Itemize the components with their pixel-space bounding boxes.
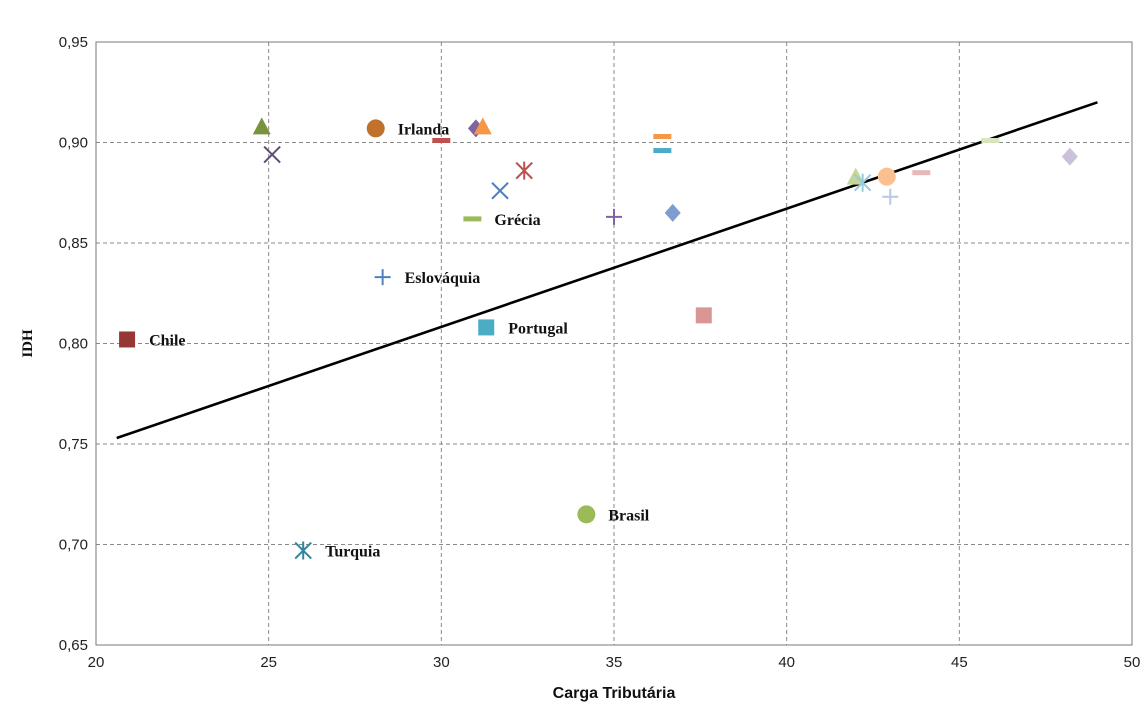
point-marker-dash (653, 133, 672, 139)
trend-line (116, 101, 1098, 440)
point-label: Portugal (508, 320, 568, 337)
data-point (853, 173, 872, 192)
point-marker-plus (374, 269, 391, 286)
y-tick-label: 0,90 (59, 135, 88, 152)
point-marker-circle (366, 119, 385, 138)
point-marker-circle (877, 167, 896, 186)
data-point (463, 216, 482, 222)
data-point (653, 148, 672, 154)
point-label: Brasil (608, 507, 649, 524)
point-label: Irlanda (398, 121, 450, 138)
y-axis-title: IDH (20, 329, 36, 358)
data-point (374, 269, 391, 286)
data-point (882, 188, 899, 205)
data-point (695, 307, 712, 324)
data-point (252, 117, 271, 135)
data-point (577, 505, 596, 524)
data-point (1061, 147, 1078, 166)
data-point (912, 170, 931, 176)
point-marker-triangle (473, 117, 492, 135)
point-label: Turquia (325, 544, 380, 561)
data-point (263, 145, 281, 164)
point-label: Chile (149, 332, 185, 349)
y-tick-label: 0,80 (59, 336, 88, 353)
point-marker-dash (463, 216, 482, 222)
data-point (294, 541, 312, 560)
data-point (664, 203, 681, 222)
y-tick-label: 0,70 (59, 537, 88, 554)
point-marker-star (515, 161, 533, 180)
point-label: Grécia (494, 212, 540, 229)
x-axis-title: Carga Tributária (553, 685, 676, 702)
data-point (473, 117, 492, 135)
gridlines (96, 42, 1132, 645)
data-point (877, 167, 896, 186)
point-marker-star (853, 173, 872, 192)
point-marker-star (294, 541, 312, 560)
point-label: Eslováquia (405, 270, 481, 287)
y-tick-label: 0,85 (59, 235, 88, 252)
x-tick-label: 30 (433, 654, 450, 671)
point-marker-dash (912, 170, 931, 176)
point-marker-circle (577, 505, 596, 524)
data-point (606, 208, 622, 225)
tick-labels: 20 25 30 35 40 45 50 0,65 0,70 0,75 0,80 0,85 0,90 0,… (59, 34, 1141, 671)
point-marker-triangle (252, 117, 271, 135)
x-tick-label: 45 (951, 654, 968, 671)
data-point (119, 331, 136, 348)
data-point (653, 133, 672, 139)
point-labels: Chile Turquia Irlanda Eslováquia Grécia Portu… (149, 121, 650, 560)
y-tick-label: 0,75 (59, 436, 88, 453)
x-tick-label: 25 (260, 654, 277, 671)
point-marker-dash (432, 137, 451, 143)
data-points (119, 117, 1078, 560)
data-point (515, 161, 533, 180)
data-point (366, 119, 385, 138)
point-marker-plus (606, 208, 622, 225)
point-marker-square (695, 307, 712, 324)
point-marker-plus (882, 188, 899, 205)
y-tick-label: 0,95 (59, 34, 88, 51)
x-tick-label: 35 (606, 654, 623, 671)
y-tick-label: 0,65 (59, 637, 88, 654)
x-tick-label: 50 (1124, 654, 1141, 671)
point-marker-x (263, 145, 281, 164)
point-marker-diamond (664, 203, 681, 222)
point-marker-x (491, 182, 509, 200)
point-marker-square (119, 331, 136, 348)
data-point (981, 137, 1000, 143)
x-tick-label: 20 (88, 654, 105, 671)
point-marker-dash (981, 137, 1000, 143)
data-point (432, 137, 451, 143)
data-point (491, 182, 509, 200)
point-marker-square (478, 319, 495, 336)
point-marker-diamond (1061, 147, 1078, 166)
data-point (478, 319, 495, 336)
x-tick-label: 40 (778, 654, 795, 671)
point-marker-dash (653, 148, 672, 154)
plot-frame (95, 41, 1133, 646)
